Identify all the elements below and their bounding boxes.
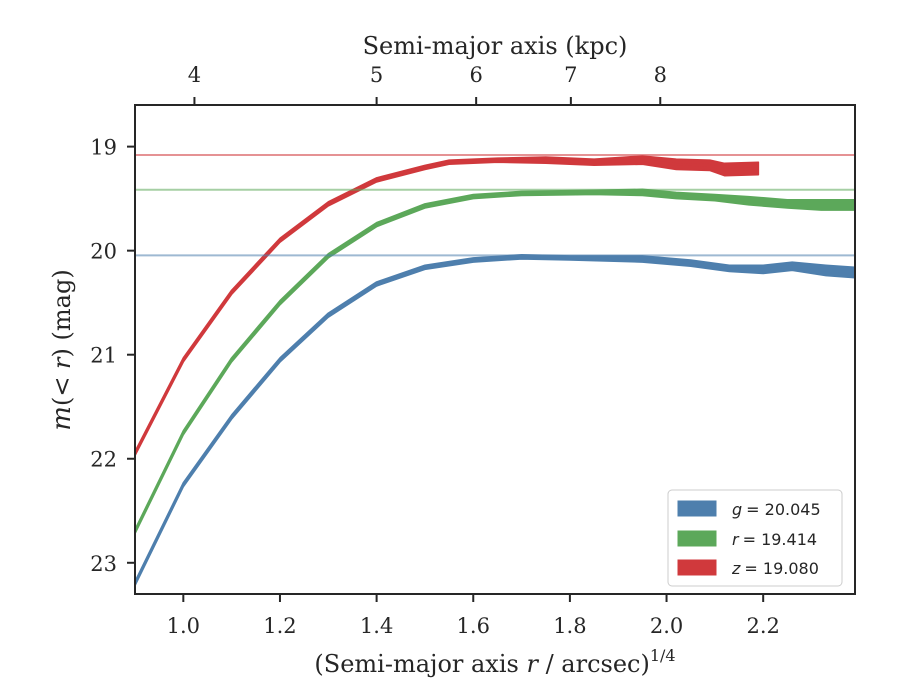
x-axis-title-var: r	[526, 650, 539, 678]
series-band	[134, 188, 856, 535]
legend-swatch-g	[677, 500, 717, 517]
top-x-tick-label: 7	[564, 63, 577, 87]
x-axis-title: (Semi-major axis r / arcsec)1/4	[314, 646, 675, 678]
x-axis-title-sup: 1/4	[650, 646, 676, 665]
legend-var-r: r	[732, 530, 740, 549]
top-x-tick-label: 4	[188, 63, 201, 87]
legend-label-z: z = 19.080	[731, 559, 819, 578]
x-tick-label: 2.0	[650, 614, 683, 638]
y-axis-title-lt: (<	[48, 369, 76, 406]
x-axis-title-pre: (Semi-major axis	[314, 650, 526, 678]
y-tick-label: 21	[90, 344, 117, 368]
y-tick-label: 19	[90, 136, 117, 160]
plot-frame	[134, 104, 856, 595]
y-tick-label: 23	[90, 552, 117, 576]
y-tick-label: 22	[90, 448, 117, 472]
y-axis: 19 20 21 22 23	[90, 136, 135, 576]
top-x-tick-label: 6	[469, 63, 482, 87]
legend: g = 20.045 r = 19.414 z = 19.080	[667, 489, 843, 587]
x-axis-title-post: / arcsec)	[538, 650, 650, 678]
series-bands	[133, 155, 856, 587]
legend-value-z: = 19.080	[744, 559, 818, 578]
x-tick-label: 1.4	[360, 614, 393, 638]
top-x-axis: 4 5 6 7 8	[188, 63, 667, 105]
legend-value-r: = 19.414	[743, 530, 817, 549]
top-x-tick-label: 8	[654, 63, 667, 87]
bottom-x-axis: 1.0 1.2 1.4 1.6 1.8 2.0 2.2	[167, 594, 780, 638]
x-tick-label: 1.8	[553, 614, 586, 638]
legend-var-g: g	[732, 500, 742, 519]
y-axis-title: m(< r) (mag)	[47, 269, 77, 430]
series-line	[133, 158, 759, 455]
x-tick-label: 2.2	[746, 614, 779, 638]
legend-label-r: r = 19.414	[732, 530, 817, 549]
series-line	[133, 191, 855, 533]
y-axis-title-var: r	[48, 356, 76, 369]
top-x-axis-title: Semi-major axis (kpc)	[363, 32, 628, 60]
x-tick-label: 1.2	[263, 614, 296, 638]
legend-swatch-z	[677, 559, 717, 576]
y-tick-label: 20	[90, 240, 117, 264]
asymptote-lines	[135, 153, 855, 257]
y-axis-title-m: m	[47, 406, 77, 431]
legend-swatch-r	[677, 530, 717, 547]
x-tick-label: 1.6	[457, 614, 490, 638]
legend-var-z: z	[731, 559, 741, 578]
series-line	[133, 255, 856, 585]
legend-label-g: g = 20.045	[732, 500, 821, 519]
top-x-tick-label: 5	[370, 63, 383, 87]
y-axis-title-post: ) (mag)	[48, 269, 76, 357]
x-tick-label: 1.0	[167, 614, 200, 638]
legend-value-g: = 20.045	[746, 500, 820, 519]
